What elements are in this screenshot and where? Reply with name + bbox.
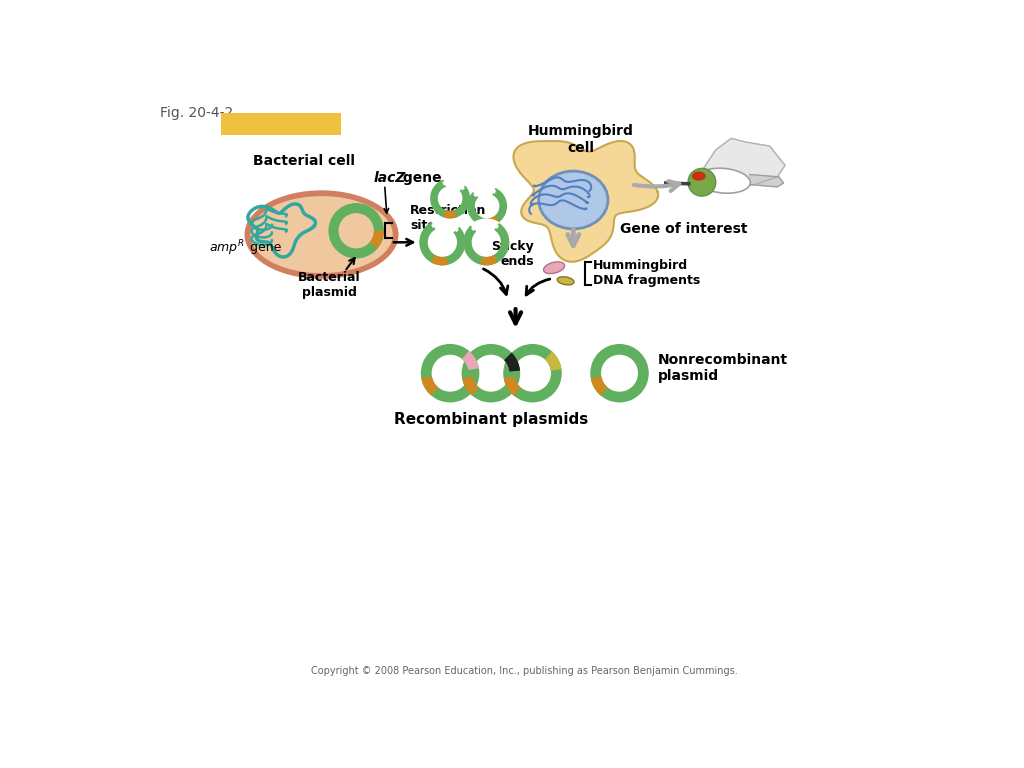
FancyBboxPatch shape (220, 113, 341, 135)
Wedge shape (369, 230, 384, 249)
Wedge shape (421, 344, 479, 402)
Wedge shape (504, 353, 520, 372)
Text: Fig. 20-4-2: Fig. 20-4-2 (160, 106, 233, 120)
Circle shape (339, 214, 373, 248)
Text: gene: gene (246, 241, 282, 254)
Text: TECHNIQUE: TECHNIQUE (231, 116, 330, 131)
Text: Gene of interest: Gene of interest (620, 222, 748, 237)
Ellipse shape (692, 171, 706, 180)
Text: Recombinant plasmids: Recombinant plasmids (394, 412, 588, 427)
Wedge shape (443, 210, 457, 218)
Text: Nonrecombinant
plasmid: Nonrecombinant plasmid (658, 353, 788, 383)
Circle shape (688, 168, 716, 196)
Text: Bacterial cell: Bacterial cell (253, 154, 354, 168)
Wedge shape (329, 203, 384, 259)
Wedge shape (443, 177, 466, 198)
Wedge shape (431, 255, 449, 266)
Wedge shape (504, 376, 520, 396)
Text: gene: gene (397, 171, 441, 185)
Wedge shape (545, 352, 561, 371)
Text: Copyright © 2008 Pearson Education, Inc., publishing as Pearson Benjamin Cumming: Copyright © 2008 Pearson Education, Inc.… (311, 666, 738, 676)
Wedge shape (462, 351, 479, 370)
Text: Sticky
ends: Sticky ends (492, 240, 535, 268)
Wedge shape (430, 178, 470, 218)
Text: Hummingbird
DNA fragments: Hummingbird DNA fragments (593, 259, 699, 287)
Polygon shape (700, 138, 785, 187)
Wedge shape (472, 185, 496, 206)
Wedge shape (591, 376, 607, 396)
Wedge shape (590, 344, 649, 402)
Polygon shape (513, 141, 658, 262)
Polygon shape (750, 174, 783, 187)
Ellipse shape (544, 262, 564, 273)
Wedge shape (463, 219, 509, 266)
Wedge shape (480, 255, 498, 266)
Wedge shape (487, 216, 500, 226)
Text: Bacterial
plasmid: Bacterial plasmid (298, 271, 360, 299)
Text: $amp^R$: $amp^R$ (209, 238, 245, 257)
Wedge shape (503, 344, 562, 402)
Ellipse shape (245, 190, 398, 279)
Ellipse shape (696, 168, 751, 194)
Ellipse shape (539, 171, 608, 229)
Text: lacZ: lacZ (373, 171, 406, 185)
Wedge shape (421, 376, 438, 396)
Wedge shape (467, 186, 507, 226)
Ellipse shape (250, 196, 393, 273)
Wedge shape (431, 218, 460, 243)
Text: Hummingbird
cell: Hummingbird cell (528, 124, 634, 154)
Wedge shape (419, 219, 466, 266)
Wedge shape (470, 218, 500, 243)
Wedge shape (462, 376, 479, 396)
Text: Restriction
site: Restriction site (410, 204, 486, 232)
Ellipse shape (557, 276, 574, 285)
Wedge shape (462, 344, 520, 402)
